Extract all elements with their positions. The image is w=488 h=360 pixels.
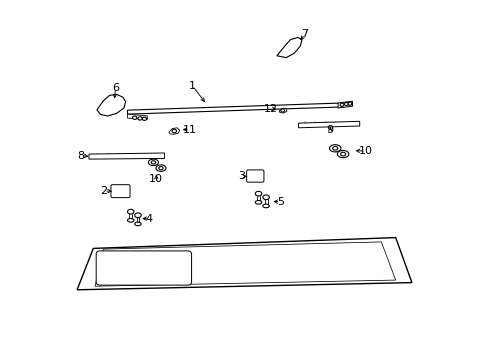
Polygon shape: [276, 37, 302, 58]
Ellipse shape: [255, 201, 261, 204]
FancyBboxPatch shape: [246, 170, 264, 182]
Ellipse shape: [340, 152, 345, 156]
Polygon shape: [279, 108, 286, 113]
Text: 4: 4: [145, 213, 152, 224]
Ellipse shape: [280, 109, 284, 112]
Ellipse shape: [172, 129, 176, 133]
Polygon shape: [127, 103, 343, 114]
Ellipse shape: [138, 117, 142, 120]
Ellipse shape: [255, 192, 261, 196]
Ellipse shape: [159, 166, 163, 170]
Polygon shape: [77, 238, 411, 290]
Ellipse shape: [127, 210, 134, 214]
Text: 10: 10: [149, 174, 163, 184]
Text: 12: 12: [264, 104, 278, 114]
Text: 6: 6: [112, 83, 119, 93]
Polygon shape: [168, 128, 179, 134]
Text: 10: 10: [358, 146, 372, 156]
Text: 1: 1: [188, 81, 195, 91]
Ellipse shape: [156, 165, 166, 171]
Polygon shape: [89, 153, 164, 159]
Polygon shape: [127, 114, 147, 120]
Ellipse shape: [148, 159, 158, 166]
Polygon shape: [337, 101, 352, 108]
Polygon shape: [97, 94, 125, 116]
Text: 3: 3: [238, 171, 245, 181]
Text: 11: 11: [183, 125, 196, 135]
Text: 7: 7: [301, 29, 308, 39]
Polygon shape: [95, 242, 395, 286]
Ellipse shape: [329, 145, 340, 152]
Ellipse shape: [263, 204, 269, 208]
Ellipse shape: [347, 102, 351, 105]
Ellipse shape: [344, 103, 347, 106]
Ellipse shape: [142, 117, 146, 120]
Ellipse shape: [332, 147, 337, 150]
Ellipse shape: [132, 116, 137, 120]
Ellipse shape: [151, 161, 155, 164]
Ellipse shape: [134, 222, 141, 226]
Ellipse shape: [127, 219, 134, 222]
Ellipse shape: [340, 103, 343, 107]
Text: 9: 9: [326, 125, 333, 135]
Ellipse shape: [337, 150, 348, 158]
FancyBboxPatch shape: [111, 185, 130, 198]
Polygon shape: [298, 121, 359, 128]
Text: 5: 5: [276, 197, 284, 207]
Ellipse shape: [134, 213, 141, 217]
Ellipse shape: [263, 195, 269, 199]
FancyBboxPatch shape: [96, 251, 191, 285]
Text: 8: 8: [77, 150, 84, 161]
Text: 2: 2: [101, 186, 107, 196]
